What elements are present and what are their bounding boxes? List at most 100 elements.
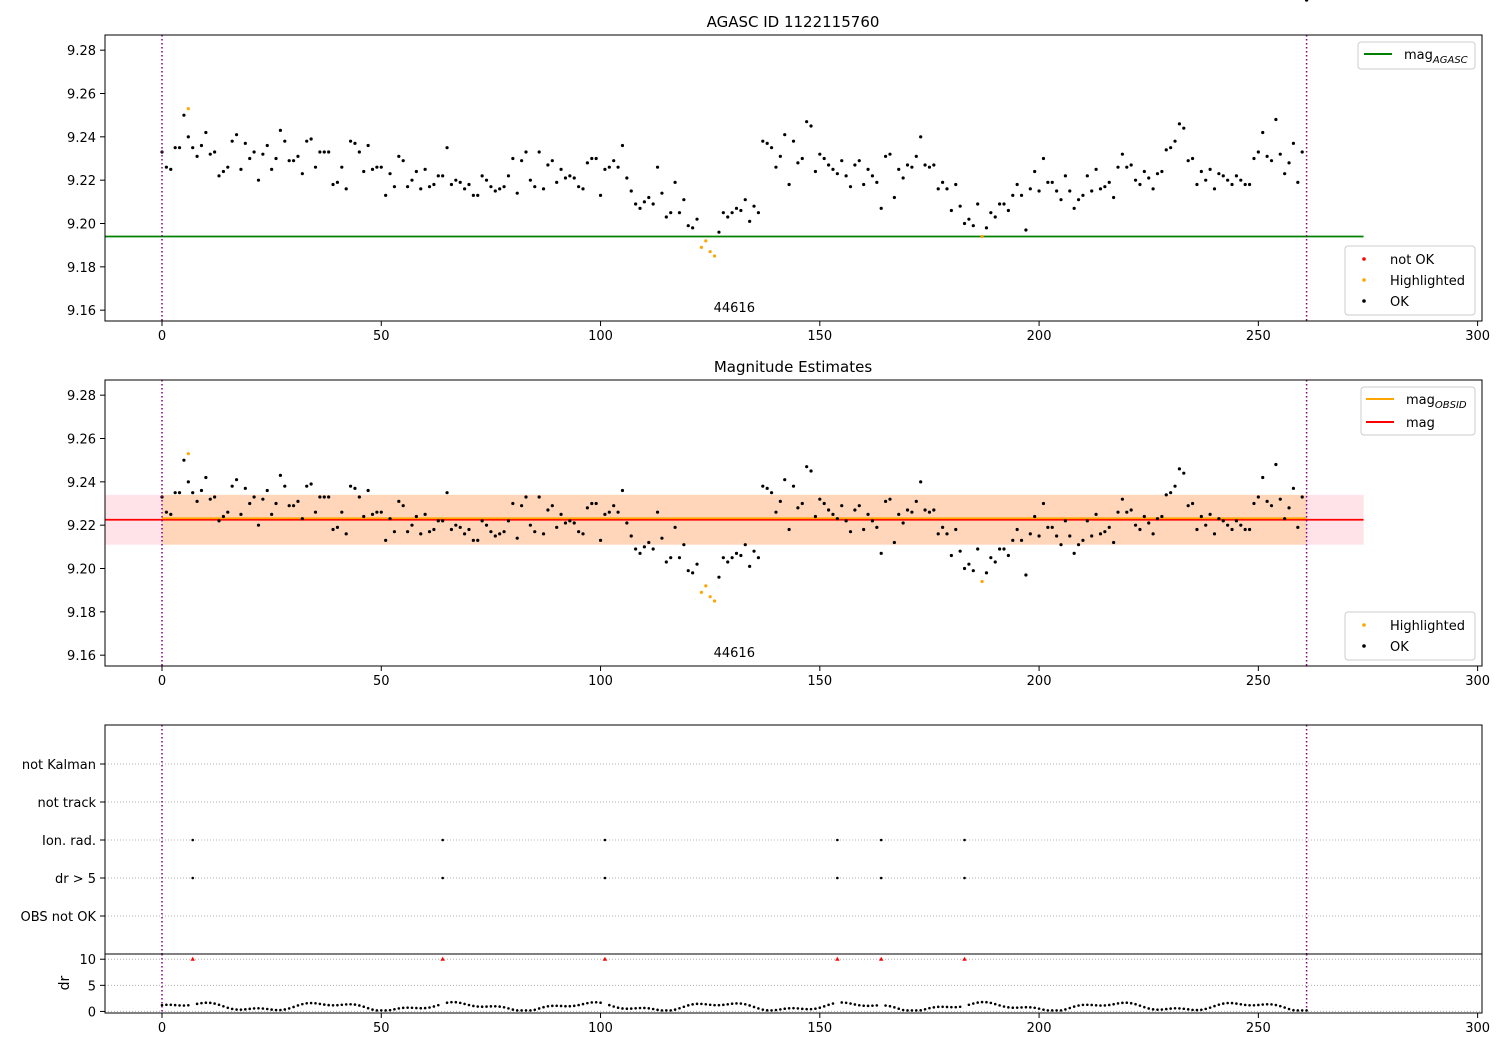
ok-point [248, 501, 252, 506]
highlighted-point [699, 245, 704, 249]
dr-point [1274, 1003, 1278, 1007]
dr-point [388, 1008, 392, 1012]
dr-point [445, 1001, 449, 1005]
ok-point [598, 193, 603, 197]
ok-point [905, 163, 910, 167]
dr-point [717, 1003, 721, 1007]
ok-point [384, 193, 388, 197]
ok-point [866, 512, 870, 516]
dr-point [695, 1002, 699, 1006]
ok-point [691, 571, 695, 575]
dr-point [336, 1003, 339, 1007]
ok-point [1046, 180, 1050, 184]
ok-point [226, 165, 230, 169]
ok-point [870, 519, 875, 523]
dr-point [244, 1008, 247, 1011]
ok-point [1028, 187, 1032, 191]
dr-point [678, 1006, 681, 1010]
ok-point [813, 169, 818, 174]
ok-point [1068, 189, 1072, 193]
dr-point [735, 1002, 738, 1005]
dr-point [165, 1003, 168, 1007]
dr-point [564, 1004, 567, 1008]
dr-point [1278, 1004, 1282, 1008]
dr-point [783, 1007, 787, 1011]
ok-point [177, 146, 182, 150]
dr-point [1020, 1006, 1023, 1009]
dr-point [195, 1002, 199, 1006]
dr-point [634, 1006, 637, 1010]
ok-point [1006, 553, 1010, 558]
dr-point [489, 1005, 493, 1008]
ok-point [848, 185, 853, 189]
ok-point [318, 495, 322, 499]
ok-point [563, 176, 568, 180]
dr-point [493, 1004, 497, 1008]
dr-point [270, 1008, 273, 1011]
ok-point [1024, 573, 1028, 577]
ok-point [410, 523, 414, 527]
ok-point [730, 211, 734, 215]
dr-point [1125, 1001, 1129, 1005]
ok-point [857, 504, 861, 508]
ok-point [484, 178, 489, 182]
dr-point [669, 1009, 673, 1012]
ok-point [932, 508, 936, 512]
legend-point-label: OK [1390, 640, 1409, 655]
ok-point [660, 536, 664, 540]
ok-point [204, 475, 208, 480]
ok-point [629, 534, 633, 538]
ok-point [783, 478, 787, 482]
dr-point [1208, 1006, 1212, 1009]
ok-point [370, 167, 375, 171]
ok-point [590, 156, 594, 161]
dr-point [533, 1008, 537, 1012]
ok-point [357, 495, 361, 499]
ok-point [195, 154, 199, 158]
ok-point [533, 185, 537, 189]
dr-point [309, 1001, 313, 1005]
dr-point [529, 1009, 532, 1012]
dr-point [187, 1003, 190, 1007]
dr-point [537, 1007, 541, 1010]
ok-point [379, 510, 383, 514]
dr-point [743, 1002, 747, 1006]
dr-point [235, 1008, 238, 1011]
legend-line-label: magAGASC [1404, 48, 1468, 66]
dr-point [660, 1009, 664, 1012]
ok-point [660, 191, 664, 195]
dr-point [752, 1005, 756, 1009]
ok-point [348, 139, 353, 143]
ok-point [598, 538, 603, 542]
ok-point [844, 519, 848, 523]
ok-point [384, 538, 388, 542]
ok-point [949, 208, 953, 213]
ok-point [300, 172, 304, 176]
dr-point [1226, 1001, 1229, 1005]
ok-point [449, 527, 454, 532]
dr-point [301, 1002, 304, 1006]
ok-point [524, 150, 528, 154]
ok-point [967, 217, 971, 221]
ok-point [655, 510, 660, 514]
ok-point [340, 165, 344, 169]
dr-point [572, 1004, 576, 1008]
ok-point [1133, 523, 1138, 527]
highlighted-point [708, 595, 712, 599]
dr-point [213, 1002, 216, 1005]
ok-point [1037, 189, 1041, 193]
dr-point [1261, 1003, 1265, 1006]
ok-point [309, 137, 313, 141]
x-tick-label: 250 [1246, 1021, 1271, 1036]
ok-point [278, 128, 283, 132]
x-tick-label: 0 [158, 674, 166, 689]
flag-label: OBS not OK [21, 910, 97, 925]
ok-point [809, 124, 813, 128]
ok-point [826, 163, 831, 167]
dr-point [485, 1005, 488, 1008]
ok-point [340, 510, 344, 514]
ok-point [467, 527, 471, 532]
dr-point [415, 1006, 418, 1010]
ok-point [717, 575, 721, 579]
ok-point [840, 159, 844, 163]
